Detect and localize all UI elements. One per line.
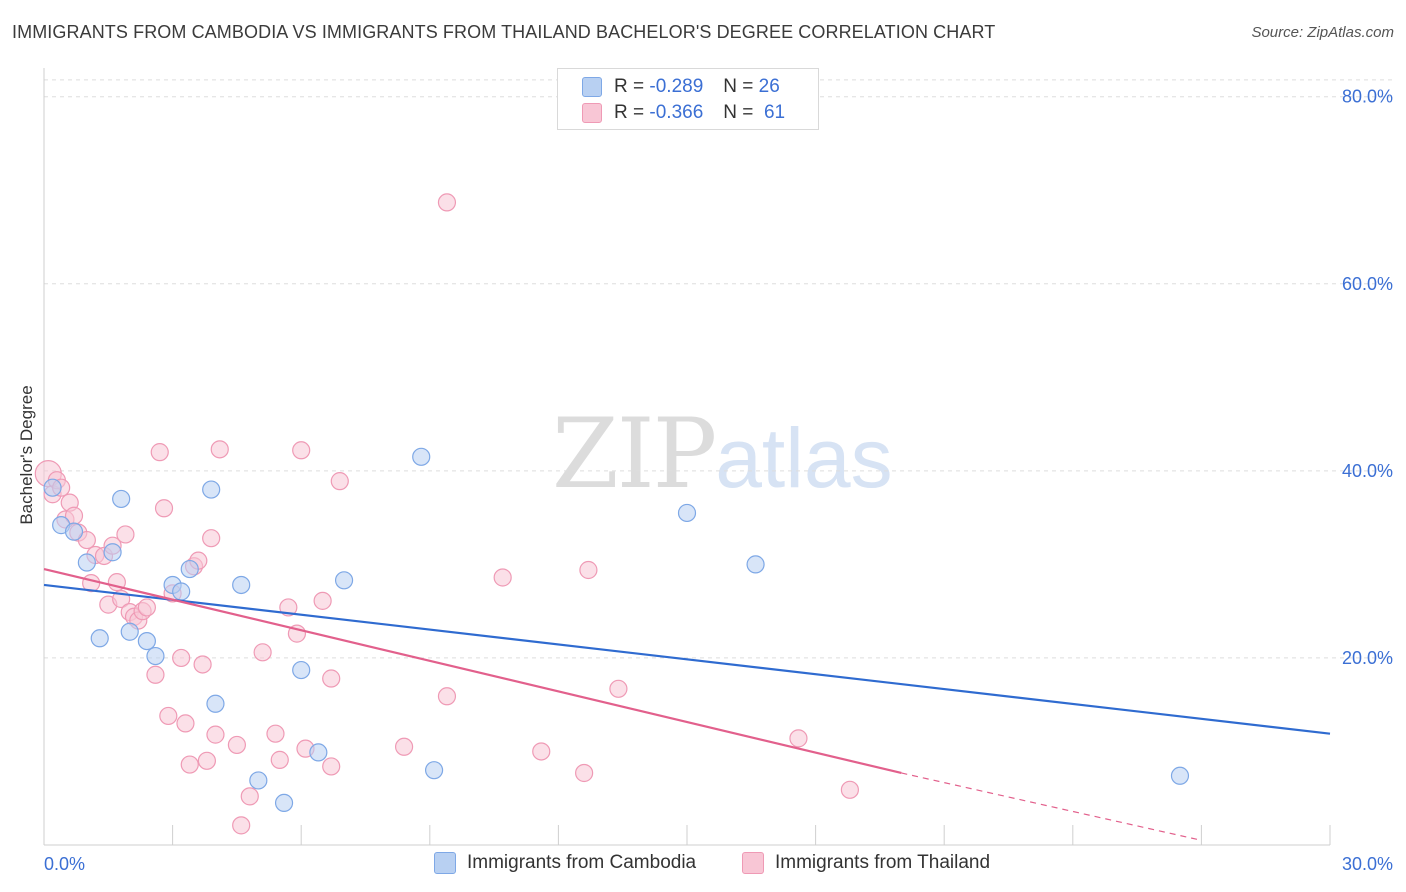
- y-axis-label: Bachelor's Degree: [17, 385, 36, 525]
- thailand-point: [146, 665, 165, 684]
- cambodia-point: [249, 771, 268, 790]
- thailand-point: [313, 591, 332, 610]
- x-tick-label-min: 0.0%: [44, 854, 85, 874]
- cambodia-point: [172, 582, 191, 601]
- y-tick-label: 20.0%: [1342, 648, 1393, 668]
- cambodia-point: [334, 571, 354, 590]
- thailand-point: [180, 755, 199, 774]
- thailand-point: [240, 787, 259, 806]
- cambodia-point: [412, 447, 431, 466]
- cambodia-point: [274, 793, 294, 813]
- y-tick-label: 80.0%: [1342, 87, 1393, 107]
- cambodia-point: [292, 660, 311, 680]
- thailand-point: [532, 742, 551, 761]
- correlation-legend: R = -0.289 N = 26 R = -0.366 N = 61: [557, 68, 819, 130]
- legend-n-label: N =: [723, 102, 754, 123]
- thailand-point: [159, 706, 178, 726]
- cambodia-point: [180, 559, 199, 579]
- thailand-point: [270, 750, 289, 769]
- cambodia-point: [202, 480, 221, 499]
- thailand-point: [253, 643, 272, 662]
- cambodia-point: [746, 555, 765, 574]
- legend-row-thailand: R = -0.366 N = 61: [582, 101, 785, 125]
- thailand-point: [437, 687, 457, 706]
- x-tick-label-max: 30.0%: [1342, 854, 1393, 874]
- thailand-trend-line: [43, 567, 902, 775]
- cambodia-point: [90, 629, 109, 648]
- thailand-legend-swatch: [742, 852, 764, 874]
- cambodia-trend-line: [43, 583, 1331, 735]
- chart-title: IMMIGRANTS FROM CAMBODIA VS IMMIGRANTS F…: [12, 22, 996, 42]
- thailand-point: [202, 529, 221, 548]
- cambodia-point: [677, 503, 697, 523]
- thailand-point: [266, 724, 285, 743]
- watermark-zip: ZIP: [552, 398, 717, 510]
- thailand-point: [210, 440, 229, 459]
- cambodia-point: [1170, 766, 1190, 785]
- thailand-point: [193, 655, 212, 674]
- y-tick-label: 60.0%: [1342, 274, 1393, 294]
- thailand-point: [493, 568, 512, 587]
- cambodia-swatch: [582, 77, 602, 97]
- thailand-point: [150, 443, 169, 462]
- cambodia-legend-label: Immigrants from Cambodia: [467, 852, 697, 873]
- cambodia-point: [77, 553, 96, 572]
- cambodia-point: [424, 761, 444, 780]
- cambodia-legend-swatch: [434, 852, 456, 874]
- thailand-point: [137, 598, 156, 617]
- thailand-legend-label: Immigrants from Thailand: [775, 852, 991, 873]
- cambodia-point: [43, 478, 62, 497]
- cambodia-point: [309, 743, 328, 762]
- thailand-point: [116, 525, 135, 544]
- watermark-atlas: atlas: [715, 411, 893, 505]
- thailand-point: [292, 441, 311, 460]
- thailand-point: [172, 648, 191, 668]
- thailand-point: [154, 499, 174, 518]
- thailand-swatch: [582, 103, 602, 123]
- cambodia-r-value: -0.289: [649, 76, 704, 97]
- cambodia-point: [232, 575, 251, 595]
- cambodia-point: [103, 543, 122, 562]
- thailand-point: [322, 757, 341, 776]
- cambodia-point: [206, 694, 225, 713]
- thailand-point: [575, 763, 594, 783]
- thailand-point: [579, 560, 598, 580]
- thailand-point: [437, 193, 457, 212]
- bottom-legend-cambodia[interactable]: Immigrants from Cambodia: [434, 852, 696, 874]
- thailand-point: [176, 714, 195, 733]
- y-tick-label: 40.0%: [1342, 461, 1393, 481]
- legend-n-label: N =: [723, 76, 754, 97]
- cambodia-point: [137, 631, 156, 651]
- thailand-point: [609, 679, 628, 698]
- thailand-r-value: -0.366: [649, 102, 704, 123]
- thailand-point: [840, 780, 859, 799]
- cambodia-point: [112, 489, 131, 509]
- watermark: ZIPatlas: [552, 398, 893, 510]
- legend-row-cambodia: R = -0.289 N = 26: [582, 75, 780, 99]
- cambodia-point: [146, 646, 165, 666]
- source-label[interactable]: Source: ZipAtlas.com: [1251, 24, 1394, 41]
- thailand-point: [227, 735, 246, 755]
- bottom-legend-thailand[interactable]: Immigrants from Thailand: [742, 852, 990, 874]
- thailand-point: [77, 530, 96, 550]
- thailand-point: [789, 729, 808, 748]
- thailand-point: [206, 725, 225, 744]
- thailand-trend-extension: [901, 772, 1202, 841]
- thailand-point: [322, 669, 341, 688]
- legend-r-label: R =: [614, 76, 645, 97]
- cambodia-point: [120, 622, 139, 641]
- thailand-point: [232, 816, 251, 835]
- cambodia-point: [64, 522, 84, 541]
- thailand-point: [330, 472, 349, 491]
- legend-r-label: R =: [614, 102, 645, 123]
- cambodia-n-value: 26: [758, 76, 780, 97]
- thailand-n-value: 61: [763, 102, 786, 123]
- thailand-point: [394, 737, 414, 756]
- thailand-point: [197, 751, 216, 770]
